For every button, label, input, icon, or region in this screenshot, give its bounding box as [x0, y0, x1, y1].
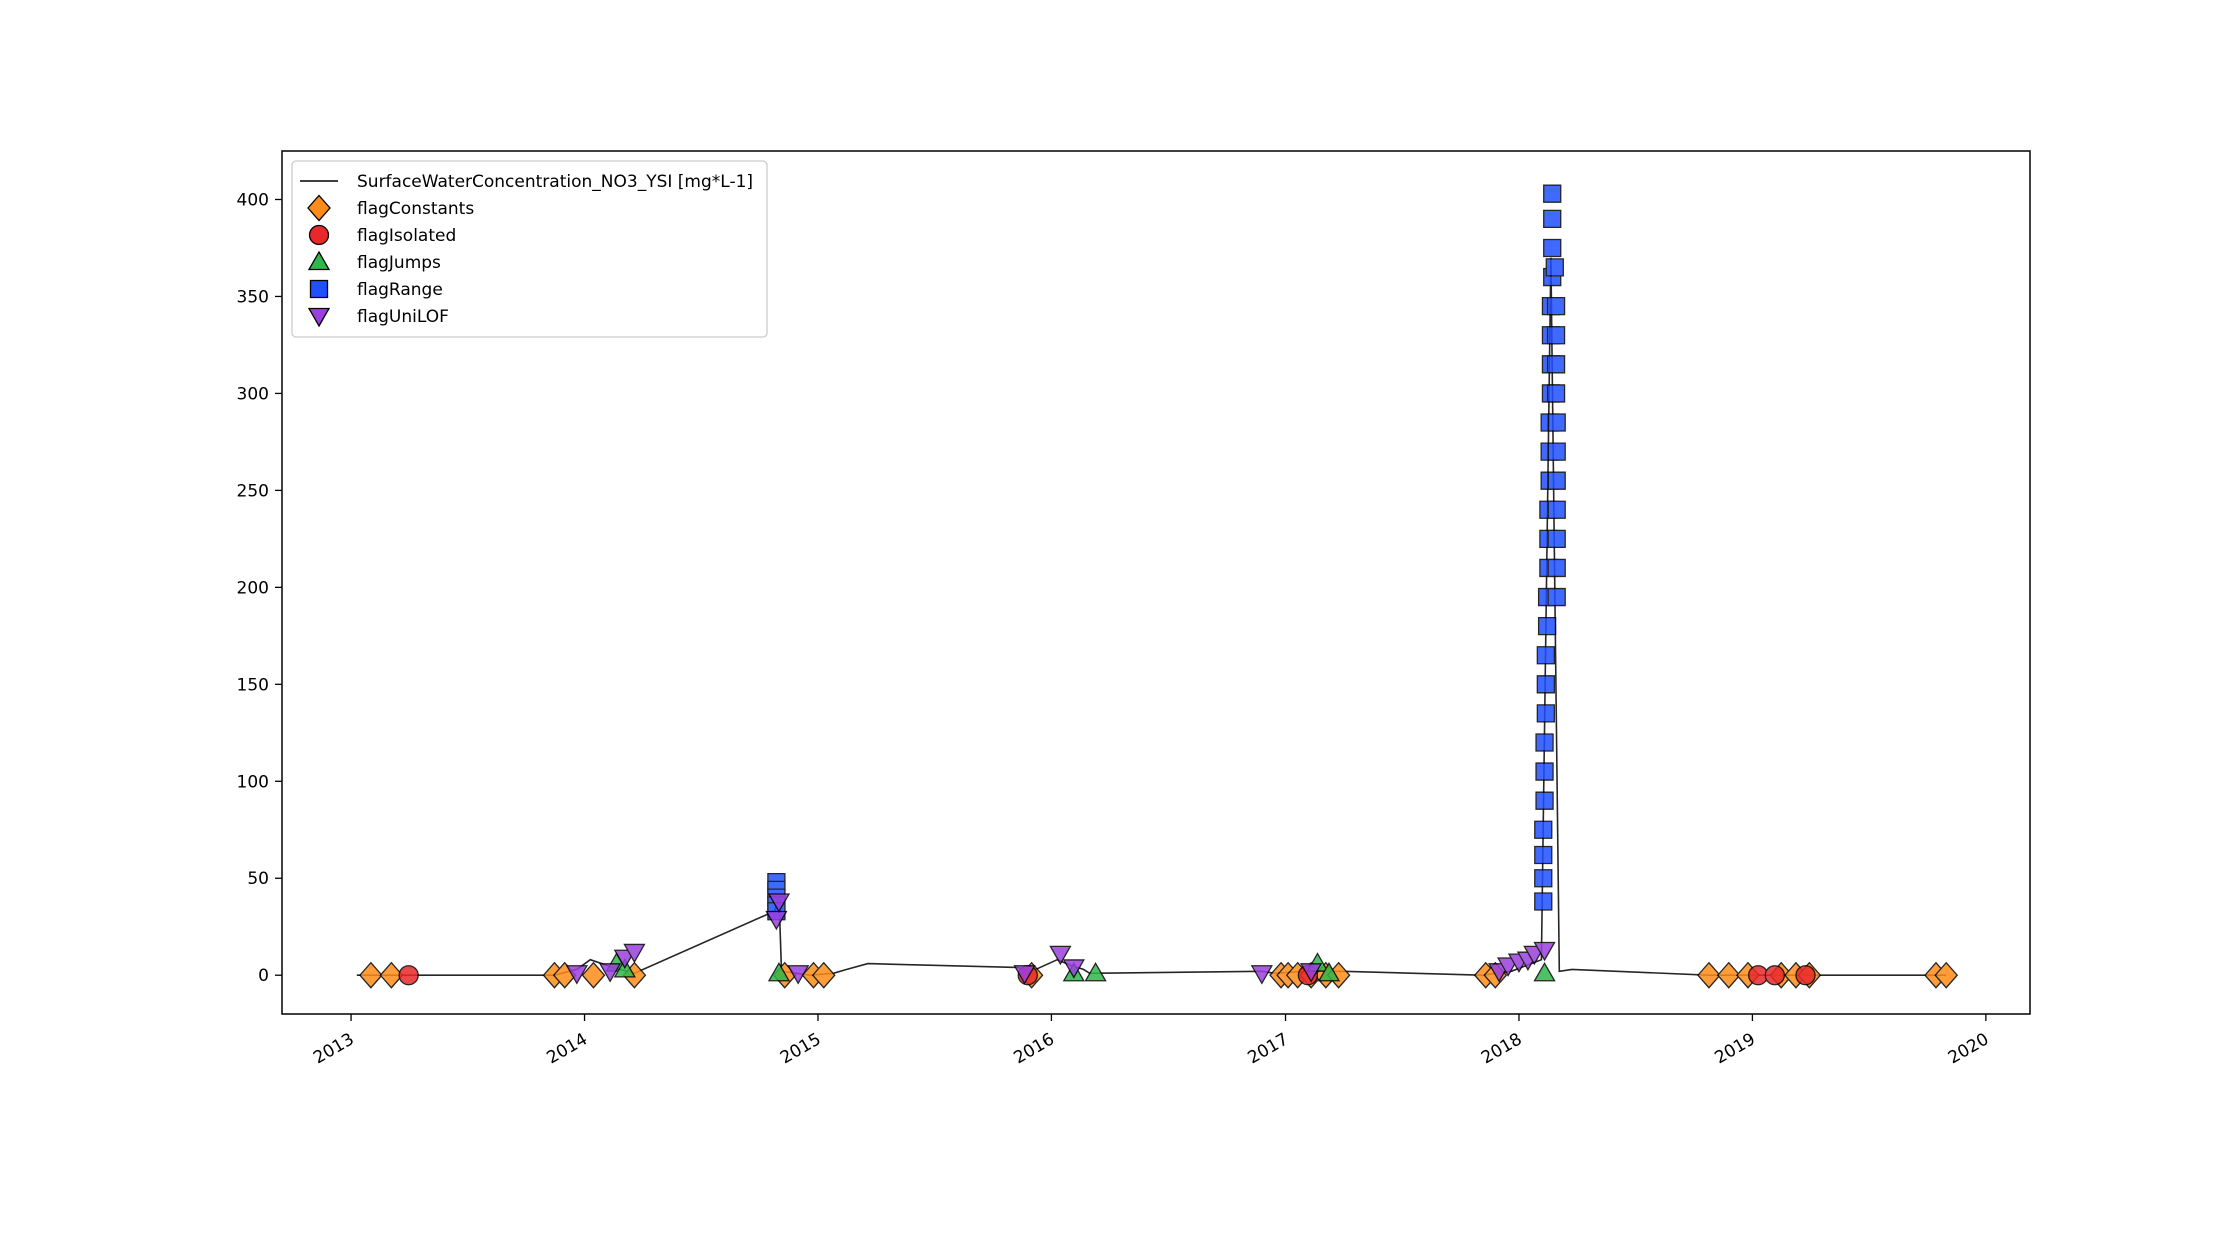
- flagrange-point: [1536, 704, 1555, 723]
- y-tick-label: 50: [247, 869, 269, 889]
- legend-marker-flagunilof: [307, 307, 331, 328]
- flagrange-point: [1547, 500, 1566, 519]
- legend-item-flagrange: flagRange: [309, 279, 443, 300]
- y-axis: 0 50 100 150 200 250 300 350 400: [237, 190, 282, 986]
- legend: SurfaceWaterConcentration_NO3_YSI [mg*L-…: [291, 160, 768, 338]
- flagunilof-point: [765, 910, 788, 931]
- x-tick-label: 2015: [777, 1029, 824, 1068]
- flagrange-point: [1536, 646, 1555, 665]
- flagrange-point: [1534, 845, 1553, 865]
- y-tick-label: 250: [237, 481, 269, 501]
- x-axis: 2013 2014 2015 2016 2017 2018 2019 2020: [310, 1014, 1992, 1068]
- flagrange-point: [1543, 238, 1562, 258]
- y-tick-label: 300: [237, 384, 269, 404]
- flagrange-point: [1537, 616, 1557, 636]
- legend-item-flagisolated: flagIsolated: [308, 224, 456, 246]
- flagunilof-point: [598, 963, 622, 983]
- x-tick-label: 2014: [544, 1029, 591, 1068]
- flagrange-point: [1535, 791, 1554, 810]
- y-tick-label: 350: [237, 287, 269, 307]
- flagrange-point: [1546, 355, 1566, 374]
- flagconstants-point: [359, 961, 383, 989]
- flagconstants-point: [811, 961, 836, 989]
- flagisolated-point: [398, 965, 419, 986]
- legend-item-flagjumps: flagJumps: [307, 250, 441, 273]
- legend-marker-flagconstants: [307, 194, 331, 222]
- flagrange-point: [1535, 762, 1554, 781]
- legend-label: flagIsolated: [357, 226, 456, 246]
- flagrange-point: [1534, 892, 1553, 911]
- y-tick-label: 400: [237, 190, 269, 210]
- flagunilof-point: [1250, 965, 1273, 985]
- flagrange-point: [1543, 209, 1562, 229]
- flagjumps-point: [1317, 961, 1341, 982]
- flagunilof-point: [1049, 945, 1072, 966]
- y-tick-label: 100: [237, 772, 269, 792]
- flagrange-point: [1534, 869, 1553, 888]
- flagunilof-point: [1533, 941, 1556, 962]
- y-tick-label: 0: [258, 966, 269, 986]
- legend-label: flagRange: [357, 280, 443, 300]
- legend-marker-flagisolated: [308, 224, 330, 246]
- legend-label: SurfaceWaterConcentration_NO3_YSI [mg*L-…: [357, 172, 753, 192]
- series-flagrange: [767, 184, 1566, 921]
- flagunilof-point: [767, 893, 791, 913]
- flagunilof-point: [787, 965, 810, 985]
- flagrange-point: [1546, 296, 1566, 316]
- flagrange-point: [1547, 442, 1566, 461]
- flagrange-point: [1547, 587, 1566, 607]
- flagconstants-point: [379, 961, 404, 989]
- flagrange-point: [1535, 733, 1554, 752]
- y-tick-label: 150: [237, 675, 269, 695]
- flagunilof-point: [1062, 959, 1085, 979]
- series-line-surfacewaterconcentration: [356, 257, 1947, 977]
- x-tick-label: 2018: [1478, 1029, 1525, 1068]
- x-tick-label: 2020: [1945, 1029, 1992, 1068]
- series-flagjumps: [605, 952, 1556, 982]
- legend-item-flagunilof: flagUniLOF: [307, 307, 449, 328]
- legend-marker-flagjumps: [307, 250, 331, 271]
- flagjumps-point: [1084, 961, 1107, 982]
- flagrange-point: [1547, 471, 1566, 490]
- x-tick-label: 2016: [1010, 1029, 1057, 1068]
- series-flagunilof: [565, 893, 1556, 985]
- flagrange-point: [1547, 529, 1566, 549]
- flagconstants-point: [1934, 961, 1959, 989]
- x-tick-label: 2013: [310, 1029, 357, 1068]
- flagconstants-point: [1697, 961, 1721, 989]
- flagjumps-point: [1533, 961, 1556, 982]
- flagrange-point: [1547, 558, 1566, 578]
- plot-area-frame: [281, 150, 2031, 1015]
- flagrange-point: [1534, 820, 1553, 839]
- flagrange-point: [1536, 675, 1555, 694]
- flagunilof-point: [623, 943, 646, 964]
- legend-label: flagJumps: [357, 253, 441, 273]
- flagconstants-point: [1716, 961, 1741, 989]
- x-tick-label: 2017: [1245, 1029, 1292, 1068]
- series-flagconstants: [359, 961, 1959, 989]
- legend-item-surfacewaterconcentration: SurfaceWaterConcentration_NO3_YSI [mg*L-…: [300, 172, 753, 192]
- legend-label: flagUniLOF: [357, 307, 449, 327]
- y-tick-label: 200: [237, 578, 269, 598]
- flagrange-point: [1546, 326, 1566, 345]
- flagunilof-point: [1013, 965, 1036, 985]
- x-tick-label: 2019: [1711, 1029, 1758, 1068]
- flagrange-point: [1547, 413, 1566, 432]
- flagrange-point: [1543, 184, 1562, 203]
- flagrange-point: [1546, 384, 1566, 403]
- legend-item-flagconstants: flagConstants: [307, 194, 474, 222]
- flagunilof-point: [1299, 963, 1323, 983]
- flagjumps-point: [767, 961, 791, 982]
- plot-data-layer: [356, 184, 1959, 989]
- flagisolated-point: [1764, 965, 1785, 986]
- flagisolated-point: [1795, 965, 1816, 986]
- legend-marker-flagrange: [309, 279, 329, 299]
- flagunilof-point: [565, 965, 588, 985]
- legend-label: flagConstants: [357, 199, 474, 219]
- legend-box: [291, 160, 768, 338]
- flagrange-point: [1545, 258, 1564, 277]
- flagconstants-point: [581, 961, 606, 989]
